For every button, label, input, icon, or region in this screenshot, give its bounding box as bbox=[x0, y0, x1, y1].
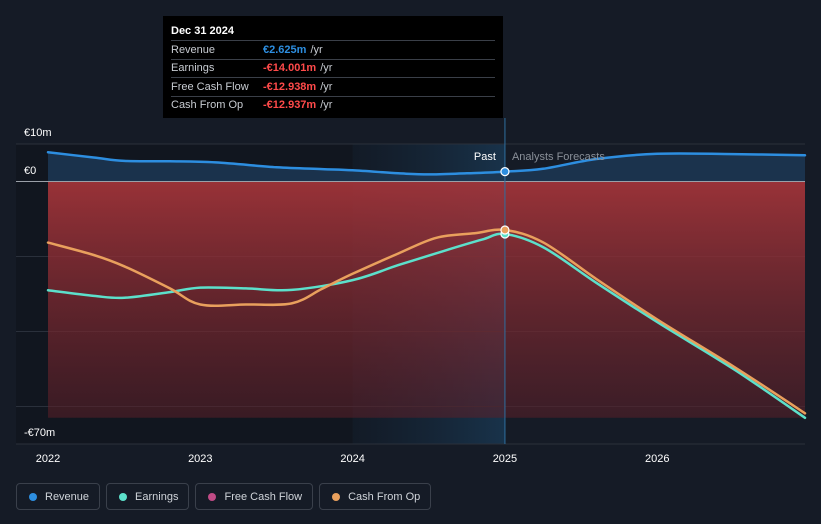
tooltip-value: -€14.001m bbox=[263, 62, 317, 75]
series-line-cash-from-op bbox=[46, 228, 807, 415]
tooltip-row-free-cash-flow: Free Cash Flow -€12.938m /yr bbox=[171, 77, 495, 96]
legend-label: Revenue bbox=[45, 490, 90, 503]
revenue-area bbox=[48, 152, 805, 182]
tooltip-label: Revenue bbox=[171, 43, 216, 56]
x-tick-2023: 2023 bbox=[188, 453, 212, 465]
tooltip-unit: /yr bbox=[320, 99, 333, 112]
legend-label: Free Cash Flow bbox=[224, 490, 303, 503]
y-tick-top: €10m bbox=[24, 127, 52, 139]
tooltip: Dec 31 2024 Revenue €2.625m /yr Earnings… bbox=[163, 16, 503, 118]
x-tick-2024: 2024 bbox=[340, 453, 364, 465]
x-tick-2025: 2025 bbox=[493, 453, 517, 465]
tooltip-unit: /yr bbox=[320, 80, 333, 93]
legend-label: Earnings bbox=[135, 490, 179, 503]
x-tick-2026: 2026 bbox=[645, 453, 669, 465]
tooltip-label: Free Cash Flow bbox=[171, 80, 249, 93]
loss-area bbox=[48, 181, 805, 418]
legend-item-cash-from-op[interactable]: Cash From Op bbox=[319, 483, 432, 510]
legend-item-free-cash-flow[interactable]: Free Cash Flow bbox=[195, 483, 314, 510]
legend-dot-icon bbox=[208, 492, 217, 501]
legend-item-earnings[interactable]: Earnings bbox=[106, 483, 190, 510]
series-line-revenue bbox=[46, 151, 807, 176]
tooltip-date: Dec 31 2024 bbox=[171, 25, 234, 37]
cash-from-op-marker bbox=[500, 225, 510, 235]
tooltip-value: -€12.938m bbox=[263, 80, 317, 93]
tooltip-row-revenue: Revenue €2.625m /yr bbox=[171, 40, 495, 59]
tooltip-row-earnings: Earnings -€14.001m /yr bbox=[171, 58, 495, 78]
tooltip-label: Earnings bbox=[171, 62, 215, 75]
legend-label: Cash From Op bbox=[348, 490, 421, 503]
forecast-label: Analysts Forecasts bbox=[512, 151, 605, 163]
tooltip-unit: /yr bbox=[310, 43, 323, 56]
tooltip-row-cash-from-op: Cash From Op -€12.937m /yr bbox=[171, 95, 495, 115]
y-tick-zero: €0 bbox=[24, 165, 36, 177]
tooltip-value: -€12.937m bbox=[263, 99, 317, 112]
y-tick-bottom: -€70m bbox=[24, 427, 55, 439]
x-tick-2022: 2022 bbox=[36, 453, 60, 465]
revenue-marker bbox=[500, 167, 510, 177]
legend-item-revenue[interactable]: Revenue bbox=[16, 483, 101, 510]
past-label: Past bbox=[474, 151, 496, 163]
series-line-earnings bbox=[46, 232, 807, 420]
legend-dot-icon bbox=[332, 492, 341, 501]
tooltip-unit: /yr bbox=[320, 62, 333, 75]
legend: Revenue Earnings Free Cash Flow Cash Fro… bbox=[16, 483, 432, 510]
tooltip-label: Cash From Op bbox=[171, 99, 244, 112]
legend-dot-icon bbox=[29, 492, 37, 501]
tooltip-value: €2.625m bbox=[263, 43, 307, 56]
legend-dot-icon bbox=[119, 492, 128, 501]
